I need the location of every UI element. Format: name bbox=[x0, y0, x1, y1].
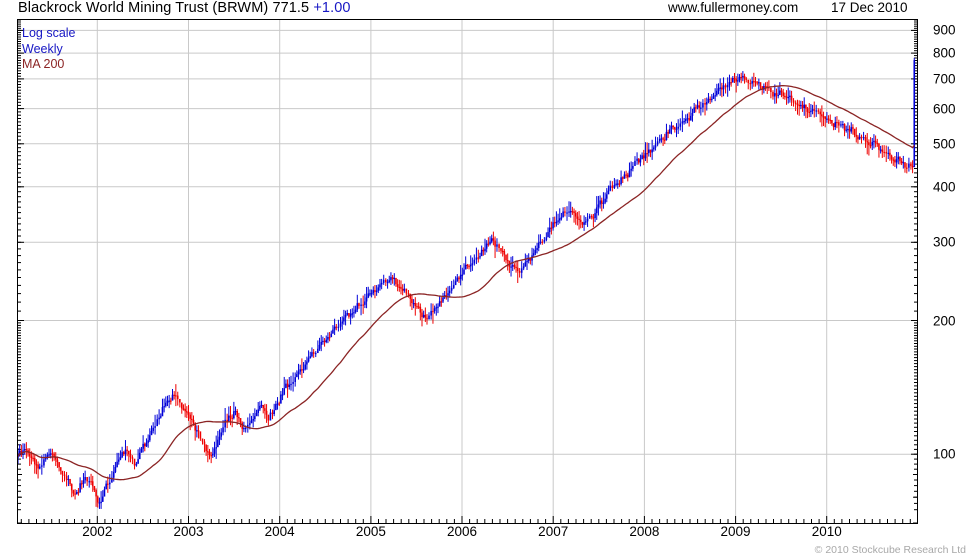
x-axis-labels: 2002 2003 2004 2005 2006 2007 2008 2009 2010 bbox=[0, 524, 980, 544]
x-axis-tick-label: 2006 bbox=[446, 524, 478, 539]
y-axis-tick-label: 600 bbox=[933, 101, 956, 117]
x-axis-tick-label: 2003 bbox=[173, 524, 204, 539]
x-axis-ticks bbox=[20, 516, 911, 523]
y-axis-tick-label: 100 bbox=[933, 446, 956, 462]
y-axis-tick-label: 300 bbox=[933, 234, 956, 250]
y-axis-labels: 100 200 300 400 500 600 700 800 900 bbox=[933, 19, 980, 524]
grid-lines bbox=[18, 20, 917, 523]
y-axis-tick-label: 400 bbox=[933, 179, 956, 195]
x-axis-tick-label: 2004 bbox=[264, 524, 295, 539]
y-axis-ticks bbox=[18, 20, 917, 523]
as-of-date: 17 Dec 2010 bbox=[831, 0, 908, 15]
y-axis-tick-label: 700 bbox=[933, 71, 956, 87]
chart-header: Blackrock World Mining Trust (BRWM) 771.… bbox=[0, 0, 980, 19]
chart-canvas bbox=[18, 20, 917, 523]
page-title: Blackrock World Mining Trust (BRWM) 771.… bbox=[18, 0, 351, 16]
x-axis-tick-label: 2010 bbox=[811, 524, 842, 539]
instrument-title-text: Blackrock World Mining Trust (BRWM) 771.… bbox=[18, 0, 314, 16]
source-website[interactable]: www.fullermoney.com bbox=[668, 0, 799, 15]
y-axis-tick-label: 800 bbox=[933, 45, 956, 61]
x-axis-tick-label: 2008 bbox=[629, 524, 660, 539]
price-bars bbox=[18, 57, 916, 509]
price-chart-plot-area[interactable] bbox=[17, 19, 918, 524]
ma-200-line bbox=[18, 85, 915, 481]
price-change: +1.00 bbox=[313, 0, 351, 16]
copyright-notice: © 2010 Stockcube Research Ltd bbox=[814, 544, 966, 556]
y-axis-tick-label: 500 bbox=[933, 136, 956, 152]
x-axis-tick-label: 2009 bbox=[720, 524, 751, 539]
x-axis-tick-label: 2007 bbox=[538, 524, 569, 539]
y-axis-tick-label: 200 bbox=[933, 313, 956, 329]
y-axis-tick-label: 900 bbox=[933, 22, 956, 38]
x-axis-tick-label: 2005 bbox=[355, 524, 386, 539]
x-axis-tick-label: 2002 bbox=[82, 524, 113, 539]
